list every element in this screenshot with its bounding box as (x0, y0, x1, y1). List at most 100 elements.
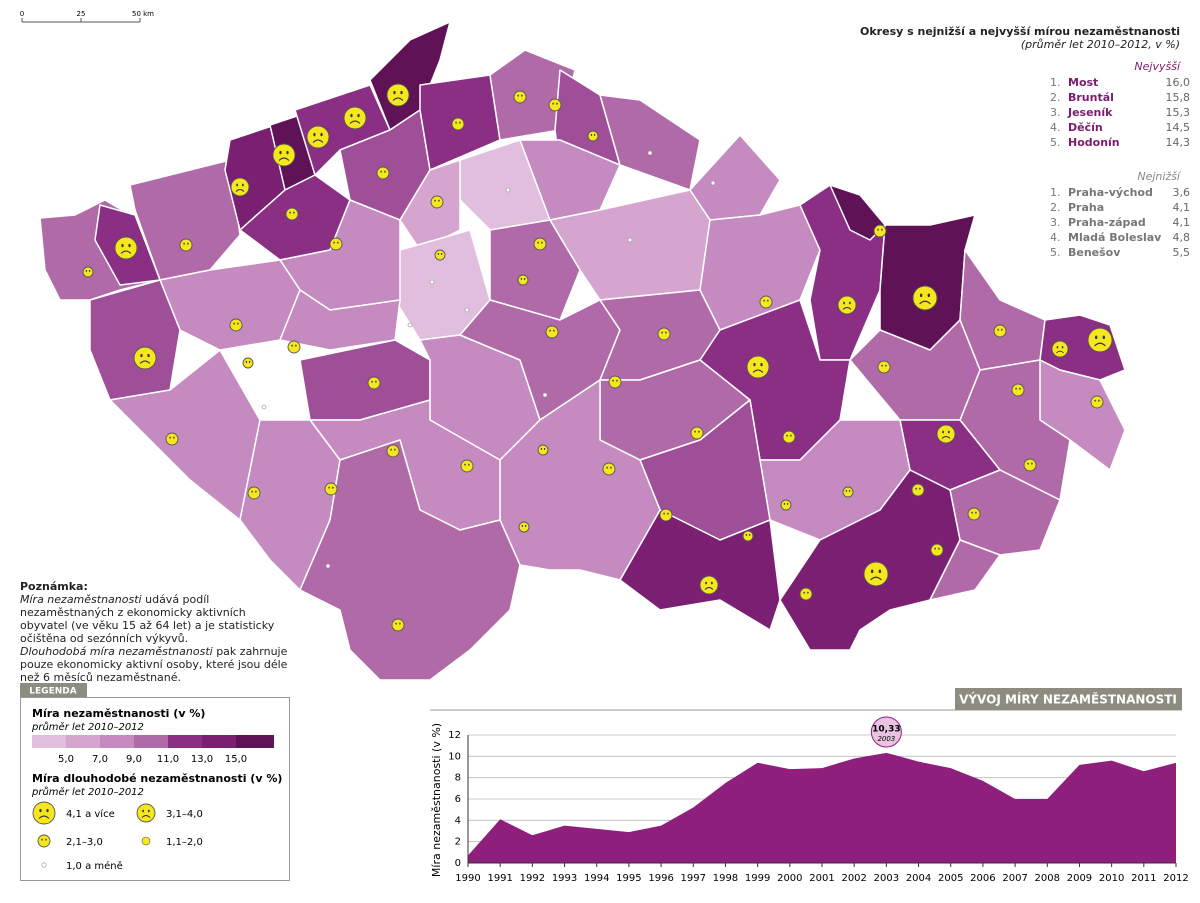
map-symbols (82, 83, 1113, 632)
x-tick-label: 2004 (906, 873, 931, 884)
symbol (799, 587, 813, 601)
symbol-eye (39, 808, 42, 813)
symbol-eye (468, 463, 470, 466)
symbol-eye (790, 434, 792, 437)
symbol-eye (332, 486, 334, 489)
symbol-eye (556, 102, 558, 105)
symbol (513, 90, 527, 104)
symbol-eye (971, 511, 973, 514)
x-tick-label: 1998 (713, 873, 738, 884)
x-tick-label: 2010 (1099, 873, 1124, 884)
legend-class: 2,1–3,0 (66, 837, 103, 848)
note-paragraph: Míra nezaměstnanosti udává podíl nezaměs… (20, 593, 295, 645)
symbol-eye (870, 569, 874, 574)
symbol (690, 426, 704, 440)
x-tick-label: 2005 (938, 873, 963, 884)
symbol-eye (521, 94, 523, 97)
symbol-eye (552, 102, 554, 105)
symbol-eye (279, 150, 282, 155)
chart-title-bar (955, 688, 1182, 710)
symbol-eye (295, 344, 297, 347)
symbol-eye (848, 301, 851, 305)
district (519, 139, 621, 221)
symbol-eye (434, 199, 436, 202)
symbol (434, 249, 446, 261)
ranking-name: Benešov (1068, 246, 1121, 259)
symbol (627, 237, 633, 243)
symbol (386, 83, 410, 107)
ranking-rank: 1. (1050, 76, 1061, 89)
symbol-eye (395, 622, 397, 625)
symbol (82, 266, 94, 278)
y-tick-label: 10 (448, 751, 461, 762)
ranking-name: Most (1068, 76, 1099, 89)
symbol-mouth (349, 120, 361, 124)
symbol-eye (710, 581, 713, 585)
symbol (548, 98, 562, 112)
note-heading: Poznámka: (20, 580, 88, 593)
symbol-eye (1019, 387, 1021, 390)
symbol (407, 322, 413, 328)
symbol-eye (915, 487, 917, 490)
district (779, 469, 961, 651)
symbol-mouth (870, 576, 882, 581)
symbol (430, 195, 444, 209)
symbol-eye (694, 430, 696, 433)
symbol (608, 375, 622, 389)
y-tick-label: 6 (455, 794, 461, 805)
symbol (657, 327, 671, 341)
symbol-eye (459, 121, 461, 124)
note-term: Míra nezaměstnanosti (20, 593, 142, 606)
x-tick-label: 2011 (1131, 873, 1156, 884)
symbol-mouth (120, 250, 132, 254)
symbol-eye (1094, 335, 1098, 340)
district (299, 439, 521, 681)
ranking-rank: 2. (1050, 201, 1061, 214)
symbol (464, 307, 470, 313)
legend-class: 4,1 a více (66, 808, 115, 820)
symbol-eye (553, 329, 555, 332)
ranking-name: Mladá Boleslav (1068, 231, 1162, 244)
ranking-row: 2. Praha 4,1 (1050, 201, 1190, 216)
legend-break: 7,0 (92, 754, 108, 765)
symbol-eye (938, 547, 940, 550)
symbol-eye (399, 622, 401, 625)
symbol-eye (521, 524, 524, 527)
symbol (930, 543, 944, 557)
symbol-eye (520, 277, 523, 280)
symbol-eye (1102, 335, 1106, 340)
symbol-eye (665, 331, 667, 334)
symbol-eye (517, 94, 519, 97)
symbol-eye (85, 269, 88, 272)
symbol-eye (783, 502, 786, 505)
symbol-eye (245, 360, 248, 363)
symbol-eye (1056, 346, 1059, 349)
symbol (324, 482, 338, 496)
symbol-eye (393, 90, 396, 95)
scale-label: 25 (77, 10, 86, 18)
symbol-mouth (392, 97, 404, 101)
x-tick-label: 2000 (777, 873, 802, 884)
symbol-eye (919, 293, 923, 298)
symbol (873, 224, 887, 238)
symbol (863, 561, 889, 587)
symbol-eye (121, 243, 124, 248)
x-tick-label: 2006 (970, 873, 995, 884)
scale-label: 0 (20, 10, 24, 18)
ranking-row: 1. Praha-východ 3,6 (1050, 186, 1190, 201)
symbol-mouth (704, 587, 714, 590)
symbol-eye (128, 243, 131, 248)
symbol (537, 444, 549, 456)
symbol (780, 499, 792, 511)
symbol (179, 238, 193, 252)
ranking-rank: 2. (1050, 91, 1061, 104)
symbol-eye (384, 170, 386, 173)
symbol-eye (540, 447, 543, 450)
symbol (229, 318, 243, 332)
symbol-eye (947, 430, 950, 434)
ranking-rank: 5. (1050, 136, 1061, 149)
symbol-eye (375, 380, 377, 383)
symbol (533, 237, 547, 251)
symbol (659, 508, 673, 522)
symbol (451, 117, 465, 131)
